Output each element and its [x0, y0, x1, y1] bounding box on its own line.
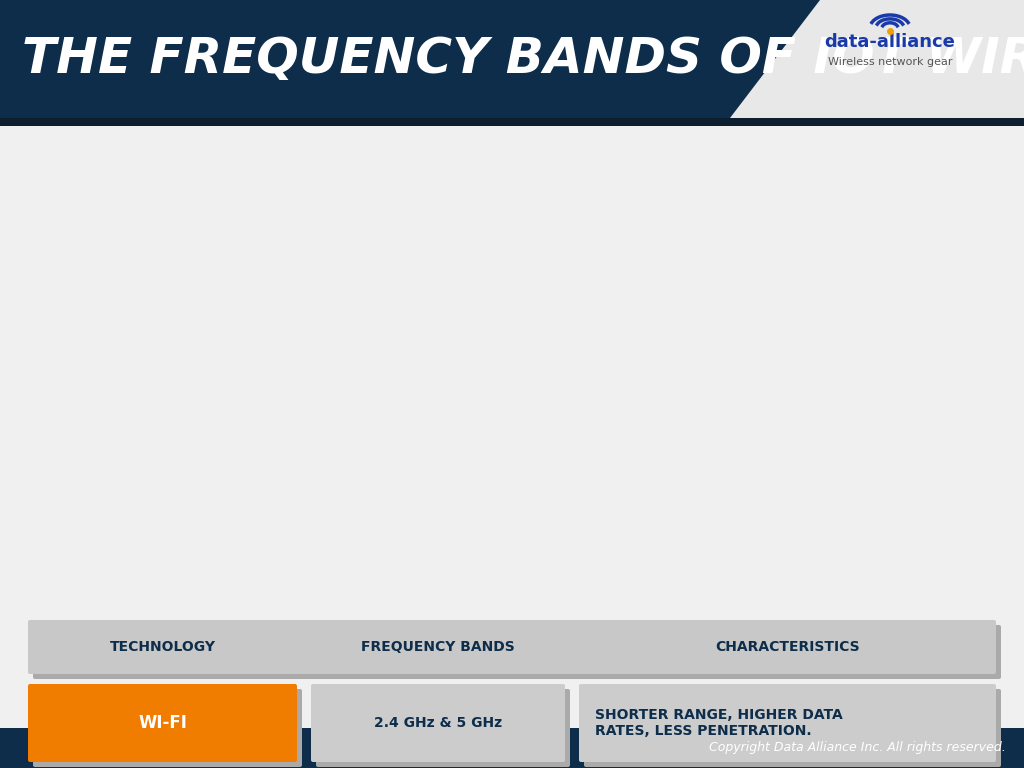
FancyBboxPatch shape — [584, 689, 1001, 767]
FancyBboxPatch shape — [316, 689, 570, 767]
FancyBboxPatch shape — [28, 684, 297, 762]
FancyBboxPatch shape — [311, 684, 565, 762]
Bar — [0, 728, 1024, 768]
FancyBboxPatch shape — [33, 689, 302, 767]
Polygon shape — [730, 0, 1024, 118]
FancyBboxPatch shape — [579, 684, 996, 762]
Text: FREQUENCY BANDS: FREQUENCY BANDS — [361, 640, 515, 654]
Bar — [0, 118, 1024, 126]
Text: 2.4 GHz & 5 GHz: 2.4 GHz & 5 GHz — [374, 716, 502, 730]
Text: TECHNOLOGY: TECHNOLOGY — [110, 640, 215, 654]
Text: WI-FI: WI-FI — [138, 714, 187, 732]
Text: THE FREQUENCY BANDS OF IOT WIRELESS: THE FREQUENCY BANDS OF IOT WIRELESS — [22, 35, 1024, 83]
Text: Wireless network gear: Wireless network gear — [827, 57, 952, 67]
Text: SHORTER RANGE, HIGHER DATA
RATES, LESS PENETRATION.: SHORTER RANGE, HIGHER DATA RATES, LESS P… — [595, 708, 843, 738]
Bar — [0, 0, 1024, 118]
Text: CHARACTERISTICS: CHARACTERISTICS — [715, 640, 860, 654]
Text: Copyright Data Alliance Inc. All rights reserved.: Copyright Data Alliance Inc. All rights … — [710, 741, 1006, 754]
FancyBboxPatch shape — [28, 620, 996, 674]
FancyBboxPatch shape — [33, 625, 1001, 679]
Text: data-alliance: data-alliance — [824, 33, 955, 51]
